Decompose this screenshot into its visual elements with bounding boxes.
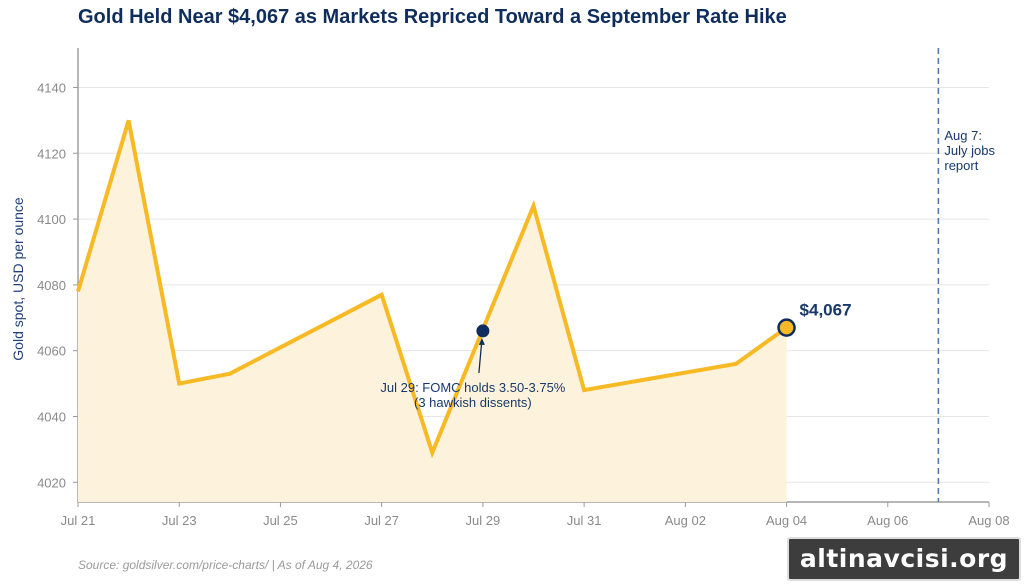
- series-line: [76, 119, 788, 459]
- annotation-arrowhead: [478, 337, 485, 345]
- x-tick-label: Jul 23: [162, 513, 197, 528]
- x-tick-label: Jul 21: [61, 513, 96, 528]
- y-tick-label: 4040: [37, 409, 66, 424]
- x-tick-label: Jul 25: [263, 513, 298, 528]
- event-label: Aug 7:: [944, 128, 982, 143]
- annotation-text: (3 hawkish dissents): [414, 395, 532, 410]
- last-point-marker: [777, 318, 796, 337]
- annotation-layer: Jul 29: FOMC holds 3.50-3.75%(3 hawkish …: [380, 48, 995, 502]
- y-axis-label: Gold spot, USD per ounce: [10, 197, 26, 361]
- watermark-logo: altinavcisi.org: [787, 537, 1021, 581]
- annotation-text: Jul 29: FOMC holds 3.50-3.75%: [380, 380, 565, 395]
- x-tick-label: Jul 31: [567, 513, 602, 528]
- x-tick-label: Aug 04: [766, 513, 807, 528]
- x-tick-label: Jul 29: [466, 513, 501, 528]
- y-tick-label: 4120: [37, 146, 66, 161]
- y-tick-label: 4060: [37, 344, 66, 359]
- event-label: July jobs: [944, 143, 995, 158]
- x-tick-label: Aug 06: [867, 513, 908, 528]
- x-tick-label: Jul 27: [364, 513, 399, 528]
- annotation-marker: [476, 324, 490, 338]
- y-tick-label: 4020: [37, 475, 66, 490]
- annotation-arrow: [478, 339, 483, 373]
- x-tick-label: Aug 02: [665, 513, 706, 528]
- y-tick-label: 4100: [37, 212, 66, 227]
- source-note: Source: goldsilver.com/price-charts/ | A…: [78, 558, 373, 572]
- series-area: [78, 120, 787, 503]
- chart-title: Gold Held Near $4,067 as Markets Reprice…: [78, 6, 787, 28]
- event-label: report: [944, 158, 978, 173]
- x-axis-ticks: Jul 21 Jul 23 Jul 25 Jul 27 Jul 29 Jul 31 Aug …: [61, 502, 1010, 528]
- y-tick-label: 4140: [37, 80, 66, 95]
- y-axis-ticks: 4020 4040 4060 4080 4100 4120 4140: [37, 80, 78, 490]
- last-value-label: $4,067: [800, 301, 852, 320]
- series-layer: $4,067: [76, 119, 852, 503]
- x-tick-label: Aug 08: [968, 513, 1009, 528]
- y-tick-label: 4080: [37, 278, 66, 293]
